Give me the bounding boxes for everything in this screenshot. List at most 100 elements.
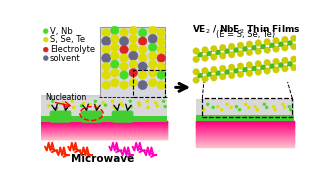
Text: Nucleation: Nucleation: [45, 93, 86, 102]
Circle shape: [288, 105, 291, 108]
Circle shape: [111, 52, 119, 60]
Text: solvent: solvent: [50, 54, 80, 63]
Circle shape: [70, 100, 74, 103]
Circle shape: [272, 105, 275, 108]
Circle shape: [247, 106, 250, 109]
Circle shape: [219, 53, 226, 59]
Circle shape: [80, 104, 83, 108]
Circle shape: [193, 56, 199, 63]
Circle shape: [255, 60, 262, 67]
Circle shape: [207, 72, 212, 77]
Circle shape: [264, 59, 270, 66]
Circle shape: [102, 29, 111, 37]
Text: (E = S, Se, Te): (E = S, Se, Te): [216, 30, 275, 39]
Circle shape: [137, 101, 140, 105]
Circle shape: [129, 68, 138, 77]
Circle shape: [215, 50, 220, 55]
Circle shape: [101, 101, 105, 105]
Circle shape: [120, 71, 128, 79]
Circle shape: [138, 103, 141, 107]
Circle shape: [102, 36, 111, 46]
Circle shape: [156, 104, 159, 108]
Bar: [41, 95, 167, 122]
Circle shape: [291, 64, 297, 71]
Circle shape: [228, 43, 235, 50]
Circle shape: [269, 64, 274, 69]
Circle shape: [197, 73, 202, 78]
Circle shape: [235, 105, 238, 108]
Circle shape: [102, 45, 111, 54]
Circle shape: [255, 69, 262, 75]
Circle shape: [164, 105, 167, 108]
Circle shape: [148, 26, 157, 35]
Circle shape: [121, 103, 124, 107]
Circle shape: [138, 81, 147, 90]
Circle shape: [162, 100, 165, 103]
Circle shape: [263, 103, 266, 106]
Circle shape: [253, 105, 257, 108]
Circle shape: [216, 105, 219, 108]
Circle shape: [273, 46, 279, 52]
Circle shape: [202, 108, 206, 111]
Circle shape: [139, 37, 147, 45]
Circle shape: [211, 46, 217, 52]
Circle shape: [283, 106, 286, 109]
Circle shape: [228, 64, 235, 70]
Circle shape: [288, 41, 292, 46]
Text: S, Se, Te: S, Se, Te: [50, 35, 85, 44]
Circle shape: [146, 100, 149, 103]
Circle shape: [220, 108, 223, 111]
Circle shape: [120, 29, 128, 37]
Text: Electrolyte: Electrolyte: [50, 45, 95, 54]
Circle shape: [129, 26, 138, 35]
Circle shape: [242, 67, 247, 72]
Circle shape: [228, 72, 235, 79]
Circle shape: [219, 44, 226, 51]
Circle shape: [88, 103, 91, 106]
Circle shape: [111, 43, 119, 52]
Bar: [100, 26, 165, 97]
Circle shape: [154, 101, 158, 105]
Circle shape: [129, 105, 133, 108]
Circle shape: [138, 62, 147, 71]
Circle shape: [211, 66, 217, 73]
Circle shape: [129, 35, 138, 43]
Circle shape: [129, 43, 138, 52]
Circle shape: [215, 71, 220, 76]
Circle shape: [269, 43, 274, 48]
Circle shape: [261, 65, 266, 70]
Circle shape: [148, 60, 157, 68]
Circle shape: [234, 68, 239, 73]
Circle shape: [273, 67, 279, 73]
Circle shape: [207, 51, 212, 56]
Circle shape: [129, 100, 132, 103]
FancyBboxPatch shape: [112, 110, 133, 123]
Circle shape: [251, 45, 256, 50]
Circle shape: [255, 40, 262, 46]
Circle shape: [237, 63, 244, 69]
Circle shape: [102, 71, 111, 79]
Circle shape: [157, 54, 165, 62]
Circle shape: [119, 102, 123, 105]
Circle shape: [202, 47, 208, 53]
Circle shape: [273, 108, 277, 111]
Circle shape: [157, 71, 165, 79]
Circle shape: [72, 106, 75, 109]
Circle shape: [278, 63, 283, 67]
Circle shape: [202, 67, 208, 74]
Circle shape: [256, 108, 259, 111]
Circle shape: [228, 52, 235, 58]
Circle shape: [219, 74, 226, 80]
Circle shape: [244, 103, 247, 106]
Circle shape: [211, 54, 217, 60]
Circle shape: [55, 106, 58, 110]
Circle shape: [129, 51, 138, 60]
Circle shape: [148, 34, 157, 43]
Circle shape: [282, 45, 288, 51]
Circle shape: [157, 62, 165, 71]
Circle shape: [291, 35, 297, 42]
Circle shape: [102, 81, 111, 89]
Circle shape: [206, 103, 210, 106]
Circle shape: [139, 45, 147, 54]
Circle shape: [265, 106, 268, 109]
